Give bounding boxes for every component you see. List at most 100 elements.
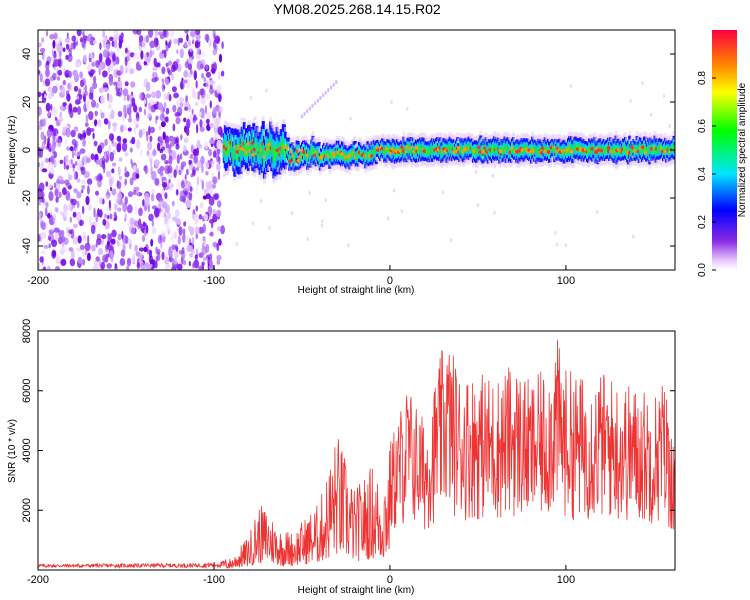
- noise-blob: [139, 147, 144, 158]
- noise-blob: [68, 103, 73, 112]
- noise-blob: [52, 250, 57, 257]
- noise-blob: [121, 230, 124, 240]
- noise-blob: [150, 165, 153, 175]
- snr-ytick-label: 8000: [21, 319, 33, 343]
- noise-blob: [209, 86, 214, 95]
- noise-blob: [51, 145, 55, 154]
- noise-blob: [82, 129, 87, 140]
- noise-blob: [72, 163, 76, 169]
- noise-blob: [217, 200, 222, 208]
- noise-blob: [108, 144, 112, 154]
- noise-blob: [96, 123, 102, 128]
- noise-blob: [57, 69, 63, 76]
- noise-blob: [99, 142, 105, 150]
- noise-blob: [157, 102, 164, 111]
- noise-blob: [154, 30, 158, 37]
- noise-blob: [98, 52, 103, 63]
- noise-blob: [200, 63, 204, 70]
- noise-blob: [66, 93, 71, 102]
- noise-blob: [136, 112, 140, 122]
- noise-blob: [49, 33, 55, 40]
- snr-xtick-label: 0: [387, 574, 393, 586]
- noise-blob: [137, 190, 140, 197]
- faint-blob: [265, 88, 268, 93]
- noise-blob: [172, 123, 176, 132]
- snr-ytick-label: 2000: [21, 498, 33, 522]
- faint-blob: [320, 223, 324, 228]
- noise-blob: [90, 153, 95, 160]
- noise-blob: [54, 232, 60, 242]
- faint-blob: [476, 203, 480, 208]
- noise-blob: [102, 30, 106, 38]
- noise-blob: [100, 94, 105, 105]
- noise-blob: [66, 32, 69, 39]
- noise-blob: [147, 108, 152, 118]
- noise-blob: [96, 175, 99, 182]
- noise-blob: [74, 71, 78, 78]
- noise-blob: [103, 118, 109, 125]
- noise-blob: [38, 91, 42, 98]
- noise-blob: [152, 128, 155, 133]
- noise-blob: [60, 247, 64, 256]
- noise-blob: [171, 265, 176, 270]
- noise-blob: [114, 33, 120, 38]
- noise-blob: [149, 259, 154, 265]
- noise-blob: [157, 197, 164, 203]
- noise-blob: [152, 149, 157, 157]
- noise-blob: [221, 41, 224, 49]
- noise-blob: [104, 151, 107, 160]
- noise-blob: [202, 236, 206, 242]
- noise-blob: [105, 170, 112, 178]
- noise-blob: [199, 202, 204, 209]
- noise-blob: [171, 200, 175, 207]
- noise-blob: [167, 70, 172, 76]
- faint-blob: [441, 190, 445, 195]
- faint-streak: [300, 114, 304, 119]
- noise-blob: [119, 64, 124, 75]
- noise-blob: [149, 40, 156, 49]
- faint-blob: [390, 100, 393, 104]
- noise-blob: [93, 207, 96, 218]
- noise-blob: [111, 188, 117, 196]
- noise-blob: [127, 118, 133, 123]
- noise-blob: [51, 239, 58, 248]
- noise-blob: [129, 217, 135, 226]
- faint-blob: [349, 116, 352, 121]
- noise-blob: [119, 258, 126, 266]
- noise-blob: [206, 118, 210, 125]
- noise-blob: [164, 116, 169, 123]
- noise-blob: [214, 123, 217, 128]
- faint-blob: [450, 238, 453, 243]
- noise-blob: [59, 111, 63, 119]
- noise-blob: [175, 117, 181, 125]
- noise-blob: [198, 214, 203, 220]
- faint-streak: [324, 90, 327, 95]
- noise-blob: [133, 125, 137, 135]
- noise-blob: [172, 104, 177, 113]
- noise-blob: [196, 167, 199, 172]
- noise-blob: [41, 51, 45, 61]
- noise-blob: [112, 53, 116, 62]
- noise-blob: [104, 43, 111, 50]
- noise-blob: [150, 263, 153, 268]
- noise-blob: [216, 153, 219, 163]
- noise-blob: [77, 106, 82, 115]
- noise-blob: [108, 93, 113, 104]
- noise-blob: [40, 250, 46, 255]
- noise-blob: [180, 134, 183, 141]
- noise-blob: [68, 175, 73, 181]
- faint-blob: [240, 117, 243, 122]
- noise-blob: [87, 252, 91, 261]
- noise-blob: [176, 179, 182, 189]
- noise-blob: [65, 43, 70, 50]
- noise-blob: [194, 226, 200, 235]
- noise-blob: [46, 141, 50, 149]
- noise-blob: [206, 112, 212, 119]
- spectrogram-ytick-label: 20: [21, 96, 33, 108]
- noise-blob: [203, 76, 206, 83]
- noise-blob: [126, 94, 130, 102]
- spectrogram-ytick-label: 0: [21, 147, 33, 153]
- noise-blob: [61, 229, 65, 237]
- noise-blob: [212, 213, 218, 223]
- noise-blob: [124, 81, 129, 87]
